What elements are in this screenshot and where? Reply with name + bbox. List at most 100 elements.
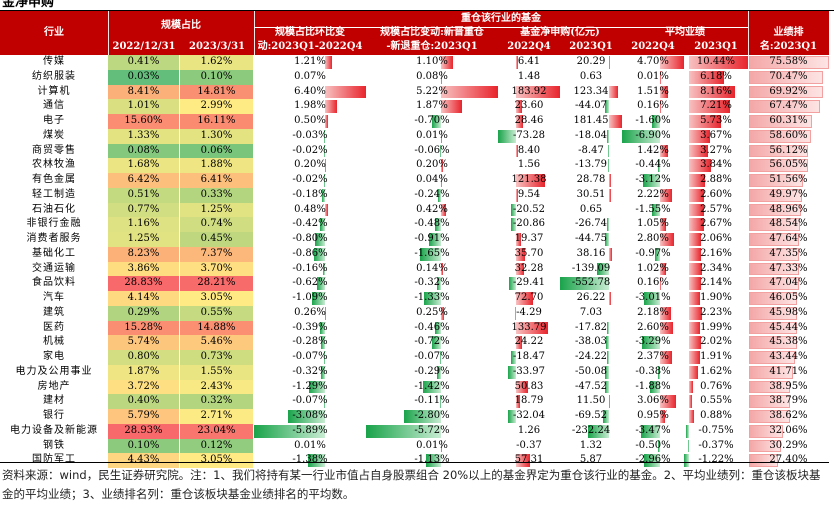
sub-q1-value: 181.45 <box>573 115 609 126</box>
perf-q1-value: 2.02% <box>700 336 732 348</box>
perf-q1-value: 2.67% <box>700 218 732 230</box>
sub-q4-value: 121.38 <box>511 174 547 185</box>
header-sep <box>748 11 749 55</box>
table-row: 石油石化 0.77% 1.25% 0.48% 0.42% -20.52 0.65 -1.55%… <box>0 202 829 218</box>
sub-q4-bar <box>515 380 529 394</box>
perf-q4-bar <box>655 247 661 261</box>
new-exit-bar <box>441 159 444 172</box>
sub-q1-bar <box>607 159 609 172</box>
scale-share-s23: 23.04% <box>180 423 253 439</box>
industry-name: 国防军工 <box>32 454 76 466</box>
perf-q1-bar <box>689 129 710 143</box>
rank-value: 47.64% <box>769 233 808 244</box>
header-new-exit-2: -新退重仓:2023Q1 <box>386 41 478 52</box>
sub-q1-value: 38.16 <box>576 247 606 259</box>
rank-value: 48.54% <box>769 218 808 230</box>
qoq-change-value: -0.16% <box>292 262 328 274</box>
sub-q4-bar <box>515 454 530 467</box>
sub-q1-bar <box>608 85 618 99</box>
sub-q4-value: 18.79 <box>514 395 544 407</box>
perf-q4-value: 1.05% <box>637 218 669 230</box>
rank-value: 38.62% <box>769 410 808 421</box>
rank-bar <box>749 218 801 231</box>
perf-q1-bar <box>689 174 706 187</box>
qoq-change-value: 1.21% <box>294 56 326 67</box>
new-exit-value: 0.01% <box>416 439 448 451</box>
perf-q4-bar <box>643 292 661 305</box>
sub-q4-value: 35.70 <box>514 247 544 259</box>
scale-share-s23: 1.88% <box>180 158 253 173</box>
industry-name: 纺织服装 <box>32 70 76 82</box>
sub-q4-value: -29.41 <box>512 277 545 289</box>
new-exit-value: 0.20% <box>416 159 448 171</box>
new-exit-value: -0.48% <box>414 218 450 230</box>
rank-bar <box>749 262 799 276</box>
sub-q1-value: -69.52 <box>574 410 607 421</box>
header-new-exit-1: 规模占比变动:新晋重仓 <box>380 27 484 38</box>
sub-q4-bar <box>514 306 516 320</box>
scale-share-s22: 4.14% <box>108 291 179 306</box>
sub-q1-bar <box>602 410 609 423</box>
new-exit-bar <box>441 56 454 69</box>
scale-share-s23: 0.74% <box>180 217 253 232</box>
perf-q1-bar <box>689 262 703 276</box>
sub-q4-bar <box>510 203 516 217</box>
perf-q1-bar <box>689 159 711 172</box>
table-row: 消费者服务 1.25% 0.45% -0.80% -0.91% 19.37 -44.75 2.… <box>0 232 829 247</box>
sub-q1-value: -17.82 <box>574 321 607 333</box>
sub-q4-bar <box>515 85 560 99</box>
perf-q1-value: 1.91% <box>700 351 732 362</box>
perf-q4-value: -3.12% <box>635 174 671 185</box>
table-row: 食品饮料 28.83% 28.21% -0.62% -0.32% -29.41 -552.7… <box>0 276 829 291</box>
sub-q1-bar <box>608 454 610 467</box>
qoq-change-value: -0.02% <box>292 144 328 156</box>
perf-q4-bar <box>660 306 672 320</box>
industry-name: 汽车 <box>43 292 65 303</box>
perf-q1-bar <box>689 70 724 84</box>
rank-bar <box>749 439 781 453</box>
perf-q1-value: 2.34% <box>700 262 732 274</box>
rank-bar <box>749 129 811 143</box>
scale-share-s22: 8.41% <box>108 84 179 100</box>
industry-name: 非银行金融 <box>26 218 82 230</box>
industry-name: 食品饮料 <box>32 277 76 289</box>
qoq-change-value: -0.02% <box>292 174 328 185</box>
industry-name: 机械 <box>43 336 65 348</box>
industry-name: 轻工制造 <box>32 188 76 200</box>
rank-bar <box>749 277 799 290</box>
scale-share-s23: 3.70% <box>180 261 253 277</box>
table-row: 纺织服装 0.03% 0.10% 0.07% 0.08% 1.48 0.63 0.01% 6.1… <box>0 69 829 85</box>
table-bottom-rule <box>0 462 829 463</box>
table-row: 汽车 4.14% 3.05% -1.09% -1.33% 72.70 26.22 -3.01%… <box>0 291 829 306</box>
qoq-change-bar <box>324 174 325 187</box>
qoq-change-bar <box>314 233 325 246</box>
scale-share-s23: 1.25% <box>180 202 253 218</box>
scale-share-s23: 7.37% <box>180 246 253 262</box>
perf-q1-value: 0.55% <box>700 395 732 407</box>
sub-q4-value: 28.46 <box>514 115 544 126</box>
new-exit-bar <box>437 277 442 290</box>
sub-q1-bar <box>608 439 610 453</box>
rank-value: 43.44% <box>769 351 808 362</box>
perf-q4-bar <box>657 159 661 172</box>
rank-value: 47.04% <box>769 277 808 289</box>
perf-q4-bar <box>660 56 684 69</box>
perf-q1-bar <box>689 380 694 394</box>
sub-q4-bar <box>515 439 517 453</box>
perf-q4-value: -0.38% <box>635 365 671 377</box>
sub-q4-value: 6.41 <box>517 56 541 67</box>
perf-q4-bar <box>641 424 661 438</box>
new-exit-bar <box>437 365 442 379</box>
perf-q1-bar <box>685 424 690 438</box>
rank-value: 45.44% <box>769 321 808 333</box>
perf-q1-value: 7.21% <box>700 100 732 112</box>
rank-value: 70.47% <box>769 70 808 82</box>
rank-value: 38.95% <box>769 380 808 392</box>
new-exit-bar <box>441 262 443 276</box>
new-exit-bar <box>435 321 442 335</box>
scale-share-s23: 6.41% <box>180 173 253 188</box>
qoq-change-bar <box>323 351 325 364</box>
perf-q1-value: 2.23% <box>700 306 732 318</box>
scale-share-s22: 1.25% <box>108 232 179 247</box>
qoq-change-bar <box>322 188 325 202</box>
